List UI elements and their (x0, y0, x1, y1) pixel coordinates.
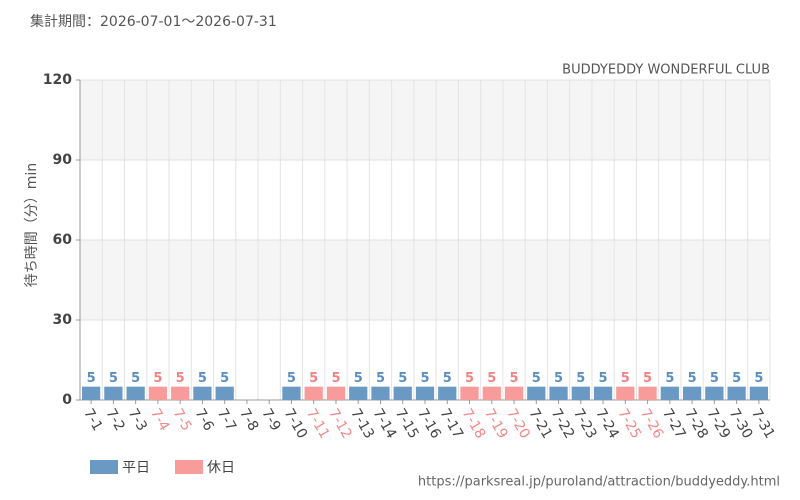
data-label: 5 (376, 371, 385, 386)
bar (82, 386, 101, 400)
data-label: 5 (287, 371, 296, 386)
data-label: 5 (621, 371, 630, 386)
bar (504, 386, 524, 400)
bar (660, 386, 679, 400)
data-label: 5 (554, 371, 563, 386)
data-label: 5 (443, 371, 452, 386)
data-label: 5 (131, 371, 140, 386)
data-label: 5 (643, 371, 652, 386)
x-tick-label: 7-6 (191, 406, 216, 434)
data-label: 5 (665, 371, 674, 386)
bar (126, 386, 145, 400)
x-tick-label: 7-5 (169, 406, 194, 434)
bar (705, 386, 724, 400)
bar (682, 386, 702, 400)
data-label: 5 (198, 371, 207, 386)
y-tick-label: 0 (62, 392, 72, 408)
legend-label: 休日 (207, 460, 235, 476)
bar (393, 386, 412, 400)
bar (638, 386, 657, 400)
data-label: 5 (599, 371, 608, 386)
data-label: 5 (153, 371, 162, 386)
data-label: 5 (109, 371, 118, 386)
legend-swatch (90, 460, 118, 474)
bar (571, 386, 590, 400)
plot-band (80, 240, 770, 320)
x-tick-label: 7-2 (102, 406, 127, 434)
data-label: 5 (398, 371, 407, 386)
bar (438, 386, 457, 400)
bar (148, 386, 168, 400)
bar (482, 386, 501, 400)
data-label: 5 (87, 371, 96, 386)
data-label: 5 (754, 371, 763, 386)
bar (527, 386, 546, 400)
bar (549, 386, 568, 400)
data-label: 5 (532, 371, 541, 386)
x-tick-label: 7-8 (236, 406, 261, 434)
data-label: 5 (420, 371, 429, 386)
y-tick-label: 30 (53, 312, 73, 328)
y-axis-label: 待ち時間（分）min (24, 163, 40, 287)
bar (616, 386, 635, 400)
source: https://parksreal.jp/puroland/attraction… (418, 475, 780, 490)
x-tick-label: 7-7 (214, 406, 239, 434)
bar (349, 386, 368, 400)
x-tick-label: 7-1 (80, 406, 105, 434)
x-tick-label: 7-3 (125, 406, 150, 434)
bar (282, 386, 301, 400)
plot-band (80, 80, 770, 160)
y-tick-label: 120 (43, 72, 72, 88)
y-tick-label: 90 (53, 152, 73, 168)
y-tick-label: 60 (53, 232, 73, 248)
legend-label: 平日 (122, 460, 150, 476)
legend-swatch (175, 460, 203, 474)
bar (326, 386, 346, 400)
bar (415, 386, 435, 400)
x-tick-label: 7-31 (748, 406, 778, 442)
bar (215, 386, 234, 400)
bar (193, 386, 212, 400)
bar (749, 386, 768, 400)
data-label: 5 (688, 371, 697, 386)
data-label: 5 (710, 371, 719, 386)
bar (593, 386, 613, 400)
data-label: 5 (732, 371, 741, 386)
data-label: 5 (510, 371, 519, 386)
bar (304, 386, 323, 400)
data-label: 5 (465, 371, 474, 386)
data-label: 5 (487, 371, 496, 386)
data-label: 5 (176, 371, 185, 386)
bar (460, 386, 479, 400)
bar (104, 386, 123, 400)
data-label: 5 (309, 371, 318, 386)
data-label: 5 (576, 371, 585, 386)
chart-subtitle: BUDDYEDDY WONDERFUL CLUB (562, 63, 770, 78)
bar (171, 386, 190, 400)
data-label: 5 (354, 371, 363, 386)
x-tick-label: 7-4 (147, 406, 172, 434)
x-tick-label: 7-9 (258, 406, 283, 434)
chart-title: 集計期間：2026-07-01～2026-07-31 (30, 13, 277, 30)
bar (371, 386, 390, 400)
data-label: 5 (331, 371, 340, 386)
data-label: 5 (220, 371, 229, 386)
bar (727, 386, 746, 400)
